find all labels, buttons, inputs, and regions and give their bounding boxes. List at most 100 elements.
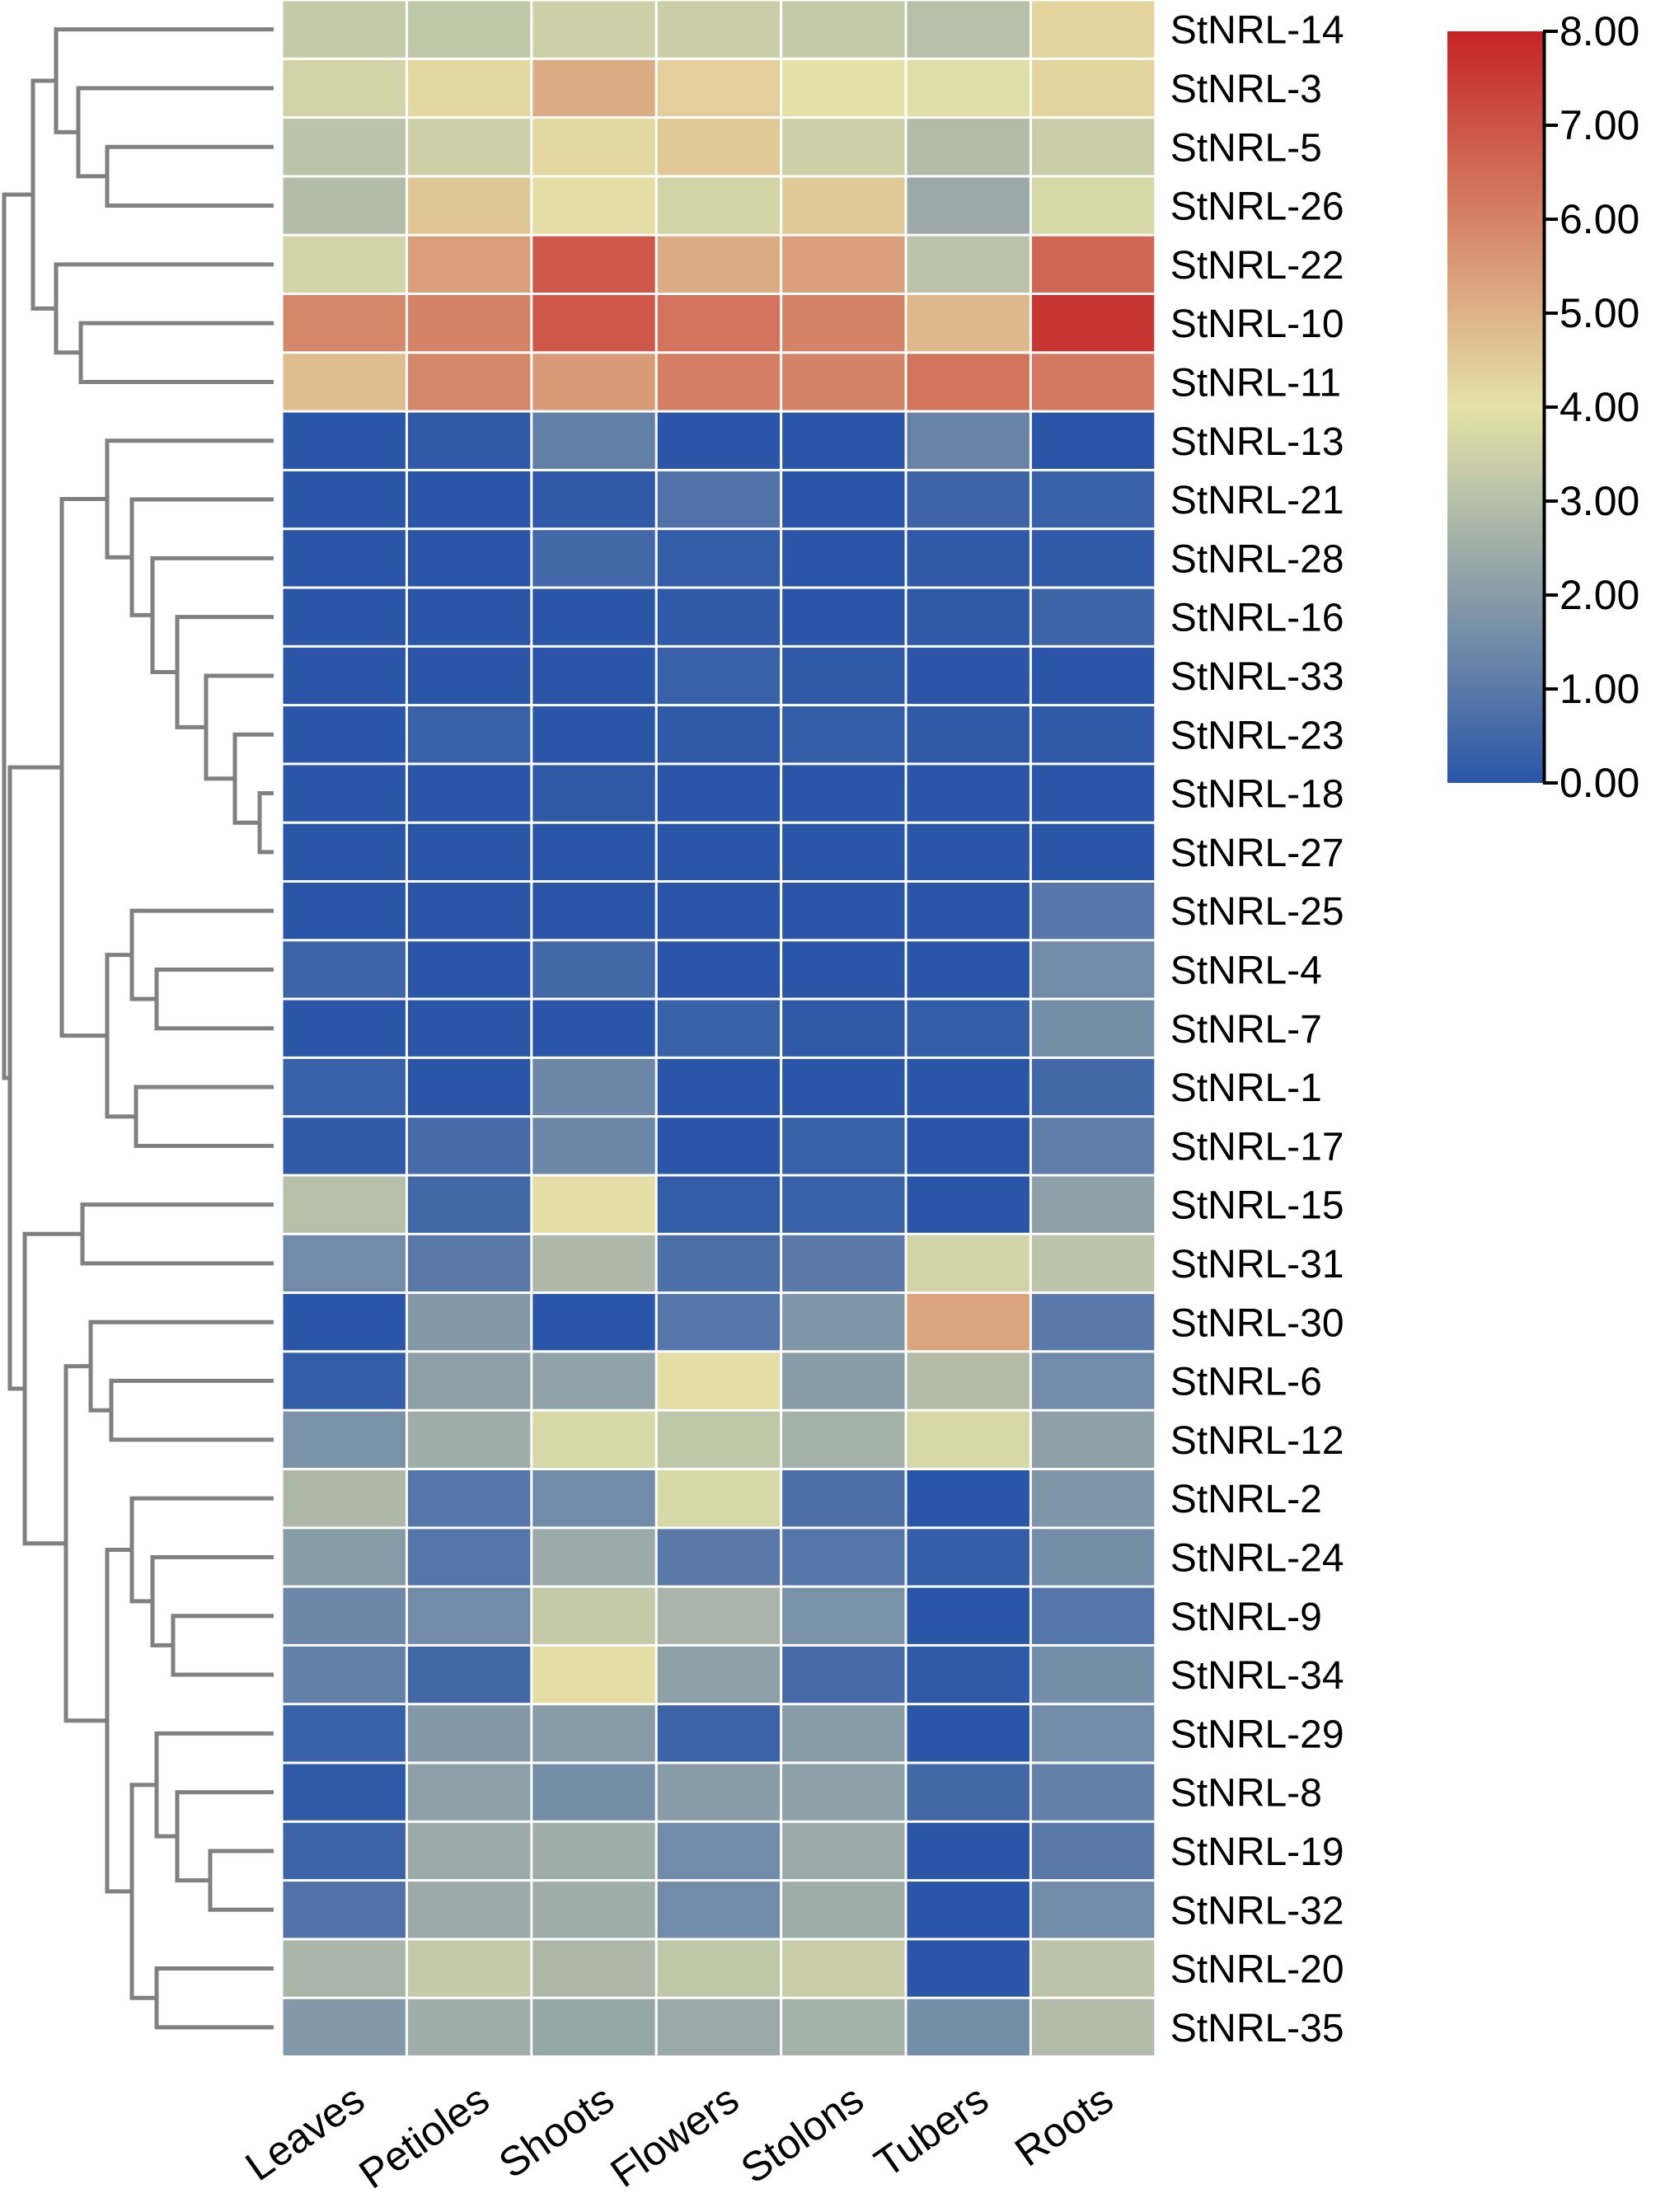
row-label: StNRL-29 (1170, 1713, 1344, 1756)
dendrogram-branch (105, 1548, 132, 1894)
dendrogram-branch (54, 262, 274, 355)
heatmap-cell (907, 1235, 1029, 1292)
heatmap-cell (1031, 1, 1155, 58)
heatmap-cell (907, 1940, 1029, 1997)
heatmap-cell (907, 1470, 1029, 1527)
heatmap-cell (907, 941, 1029, 998)
heatmap-cell (283, 1000, 406, 1057)
heatmap-cell (1031, 1646, 1155, 1704)
heatmap-cell (907, 119, 1029, 176)
heatmap-cell (532, 412, 655, 469)
heatmap-cell (1031, 823, 1155, 880)
heatmap-cell (907, 1822, 1029, 1880)
row-label: StNRL-25 (1170, 890, 1344, 934)
heatmap-cell (283, 471, 406, 528)
heatmap-cell (407, 765, 531, 822)
heatmap-cell (1031, 1294, 1155, 1351)
heatmap-cell (1031, 706, 1155, 763)
heatmap-cell (532, 883, 655, 940)
heatmap-cell (782, 1176, 905, 1233)
dendrogram-branch (63, 1364, 107, 1723)
heatmap-cell (657, 1646, 781, 1704)
heatmap-cell (532, 1411, 655, 1468)
column-label: Flowers (603, 2076, 747, 2196)
dendrogram-branch (175, 615, 274, 729)
heatmap-cell (1031, 1822, 1155, 1880)
color-scale-legend: 8.00 7.00 6.00 5.00 4.00 3.00 2.00 1.00 0.00 (1447, 8, 1639, 806)
heatmap-cell (657, 1529, 781, 1586)
heatmap-cell (1031, 1940, 1155, 1997)
heatmap-cell (907, 883, 1029, 940)
row-label: StNRL-34 (1170, 1654, 1344, 1698)
row-label: StNRL-26 (1170, 185, 1344, 229)
dendrogram-branch (129, 1783, 157, 2000)
heatmap-cell (407, 1411, 531, 1468)
heatmap-cell (283, 1, 406, 58)
heatmap-cell (1031, 119, 1155, 176)
row-label: StNRL-1 (1170, 1066, 1322, 1110)
heatmap-cell (532, 1646, 655, 1704)
heatmap-cells (283, 1, 1155, 2055)
heatmap-cell (283, 1999, 406, 2055)
heatmap-cell (283, 1118, 406, 1174)
heatmap-cell (407, 177, 531, 234)
heatmap-cell (907, 295, 1029, 352)
heatmap-cell (407, 1999, 531, 2055)
colorbar-tick-label: 1.00 (1559, 666, 1639, 712)
heatmap-cell (407, 471, 531, 528)
heatmap-cell (1031, 1235, 1155, 1292)
colorbar-tick-label: 0.00 (1559, 760, 1639, 806)
column-label: Petioles (351, 2076, 498, 2198)
heatmap-cell (532, 1294, 655, 1351)
heatmap-cell (657, 765, 781, 822)
heatmap-cell (532, 1118, 655, 1174)
colorbar-tick-label: 8.00 (1559, 8, 1639, 54)
heatmap-cell (532, 236, 655, 293)
heatmap-cell (532, 1764, 655, 1821)
heatmap-cell (407, 883, 531, 940)
heatmap-cell (907, 1118, 1029, 1174)
heatmap-cell (532, 765, 655, 822)
dendrogram-branch (80, 1202, 274, 1266)
heatmap-cell (657, 530, 781, 587)
dendrogram-branch (129, 908, 274, 1001)
dendrogram-branch (105, 144, 274, 209)
heatmap-cell (532, 1470, 655, 1527)
heatmap-cell (532, 295, 655, 352)
heatmap-cell (782, 1705, 905, 1762)
row-label: StNRL-10 (1170, 302, 1344, 346)
column-label: Stolons (733, 2076, 872, 2193)
heatmap-cell (1031, 236, 1155, 293)
dendrogram-branch (78, 321, 274, 384)
heatmap-cell (532, 647, 655, 705)
heatmap-cell (283, 941, 406, 998)
heatmap-cell (407, 1352, 531, 1409)
heatmap-cell (1031, 647, 1155, 705)
heatmap-cell (782, 765, 905, 822)
row-label: StNRL-12 (1170, 1419, 1344, 1463)
heatmap-cell (1031, 1470, 1155, 1527)
heatmap-cell (782, 1000, 905, 1057)
heatmap-cell (782, 1822, 905, 1880)
heatmap-cell (907, 1176, 1029, 1233)
heatmap-cell (407, 823, 531, 880)
heatmap-cell (657, 647, 781, 705)
heatmap-cell (283, 59, 406, 117)
heatmap-cell (407, 354, 531, 410)
heatmap-cell (657, 412, 781, 469)
heatmap-cell (657, 1411, 781, 1468)
heatmap-cell (407, 1000, 531, 1057)
heatmap-cell (407, 588, 531, 645)
heatmap-cell (532, 706, 655, 763)
heatmap-cell (782, 706, 905, 763)
heatmap-cell (657, 1587, 781, 1644)
heatmap-cell (657, 1352, 781, 1409)
heatmap-cell (283, 647, 406, 705)
heatmap-cell (907, 1529, 1029, 1586)
heatmap-cell (782, 1411, 905, 1468)
row-label: StNRL-31 (1170, 1243, 1344, 1286)
heatmap-cell (657, 354, 781, 410)
colorbar-tick-label: 3.00 (1559, 478, 1639, 524)
heatmap-cell (1031, 177, 1155, 234)
heatmap-cell (907, 1411, 1029, 1468)
